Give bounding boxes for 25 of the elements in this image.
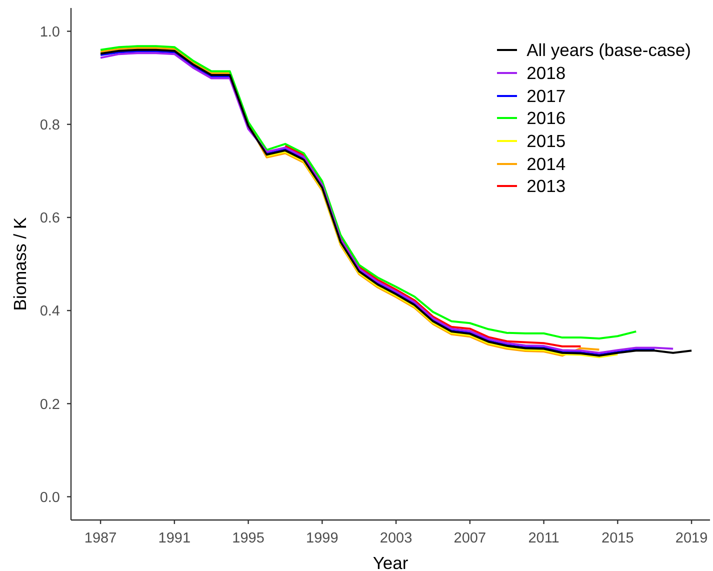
y-tick-label: 0.8 bbox=[40, 118, 60, 134]
legend-label: All years (base-case) bbox=[526, 40, 691, 60]
x-tick-label: 2007 bbox=[454, 530, 486, 546]
y-tick-label: 0.2 bbox=[40, 396, 60, 413]
x-tick-label: 1991 bbox=[158, 530, 191, 546]
x-tick-label: 1995 bbox=[232, 530, 264, 546]
y-tick-label: 1.0 bbox=[40, 24, 60, 40]
line-series bbox=[266, 150, 619, 358]
legend-label: 2015 bbox=[526, 131, 566, 152]
legend-label: 2013 bbox=[526, 176, 566, 196]
x-tick-label: 1999 bbox=[306, 530, 338, 546]
legend-label: 2018 bbox=[526, 63, 566, 84]
y-tick-label: 0.6 bbox=[40, 210, 60, 227]
y-tick-label: 0.4 bbox=[40, 304, 60, 320]
y-tick-label: 0.0 bbox=[40, 490, 60, 506]
legend-label: 2017 bbox=[526, 86, 566, 106]
x-tick-label: 2015 bbox=[602, 530, 634, 546]
legend-label: 2016 bbox=[526, 108, 566, 128]
x-tick-label: 1987 bbox=[84, 530, 117, 546]
x-tick-label: 2019 bbox=[675, 530, 708, 546]
x-axis-title: Year bbox=[372, 553, 408, 571]
legend-label: 2014 bbox=[526, 154, 566, 174]
x-tick-label: 2011 bbox=[528, 530, 560, 546]
x-tick-label: 2003 bbox=[380, 530, 412, 546]
y-axis-title: Biomass / K bbox=[10, 217, 30, 311]
